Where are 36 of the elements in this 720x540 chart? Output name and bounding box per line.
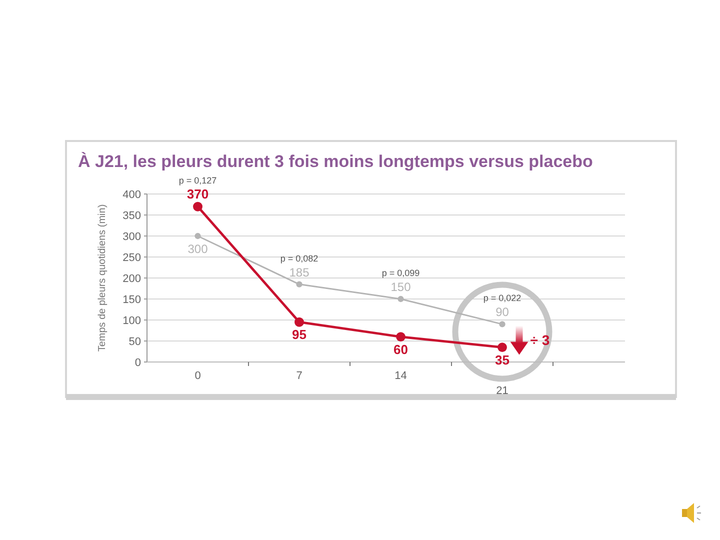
point <box>296 281 302 288</box>
annotation: p = 0,099 <box>382 268 420 278</box>
point <box>194 232 201 240</box>
y-tick-label: 400 <box>122 189 141 201</box>
annotation: ÷ 3 <box>530 332 550 348</box>
y-tick-label: 200 <box>122 273 141 285</box>
annotation: p = 0,022 <box>483 293 522 304</box>
point <box>398 296 404 302</box>
y-tick-label: 300 <box>122 231 141 243</box>
y-tick-label: 350 <box>122 210 141 222</box>
data-label: 150 <box>390 280 412 294</box>
x-tick-label: 0 <box>194 370 201 382</box>
x-tick-label: 7 <box>296 370 302 382</box>
y-tick-label: 0 <box>134 357 141 369</box>
point <box>498 342 507 352</box>
text: p = 0,127 <box>178 176 217 186</box>
data-label: 60 <box>394 342 408 357</box>
point <box>396 332 406 342</box>
y-tick-label: 100 <box>122 315 141 327</box>
data-label: 370 <box>186 186 209 202</box>
annotation: p = 0,082 <box>280 253 318 264</box>
point <box>294 317 304 327</box>
y-tick-label: 250 <box>122 252 141 264</box>
y-tick-label: 50 <box>128 336 141 348</box>
data-label: 95 <box>292 327 306 342</box>
point <box>499 321 506 328</box>
x-tick-label: 14 <box>394 370 407 382</box>
data-label: 185 <box>289 265 310 280</box>
x-tick-label: 21 <box>496 384 508 397</box>
data-label: 90 <box>496 305 510 320</box>
data-label: 35 <box>495 352 510 368</box>
y-axis-title: Temps de pleurs quotidiens (min) <box>97 204 108 352</box>
chart-title: À J21, les pleurs durent 3 fois moins longtemps versus placebo <box>78 151 593 171</box>
y-tick-label: 150 <box>122 294 141 306</box>
point <box>193 202 202 212</box>
data-label: 300 <box>188 242 208 256</box>
